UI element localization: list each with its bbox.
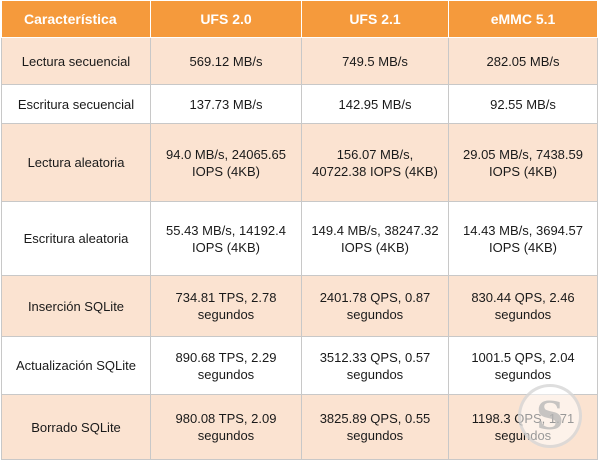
table-row: Actualización SQLite 890.68 TPS, 2.29 se… [1, 336, 598, 395]
table-row: Escritura secuencial 137.73 MB/s 142.95 … [1, 84, 598, 124]
header-ufs-2-0: UFS 2.0 [150, 0, 302, 38]
cell-ufs21: 2401.78 QPS, 0.87 segundos [301, 275, 449, 337]
row-label: Inserción SQLite [1, 275, 151, 337]
cell-ufs21: 3825.89 QPS, 0.55 segundos [301, 394, 449, 460]
row-label: Actualización SQLite [1, 336, 151, 395]
row-label: Escritura secuencial [1, 84, 151, 124]
cell-emmc51: 92.55 MB/s [448, 84, 598, 124]
header-ufs-2-1: UFS 2.1 [301, 0, 449, 38]
cell-ufs21: 156.07 MB/s, 40722.38 IOPS (4KB) [301, 123, 449, 202]
cell-emmc51: 830.44 QPS, 2.46 segundos [448, 275, 598, 337]
row-label: Lectura aleatoria [1, 123, 151, 202]
cell-ufs21: 749.5 MB/s [301, 37, 449, 85]
table-row: Lectura secuencial 569.12 MB/s 749.5 MB/… [1, 37, 598, 85]
cell-ufs20: 55.43 MB/s, 14192.4 IOPS (4KB) [150, 201, 302, 276]
cell-emmc51: 14.43 MB/s, 3694.57 IOPS (4KB) [448, 201, 598, 276]
table-row: Borrado SQLite 980.08 TPS, 2.09 segundos… [1, 394, 598, 460]
cell-ufs20: 734.81 TPS, 2.78 segundos [150, 275, 302, 337]
cell-ufs20: 94.0 MB/s, 24065.65 IOPS (4KB) [150, 123, 302, 202]
cell-ufs21: 149.4 MB/s, 38247.32 IOPS (4KB) [301, 201, 449, 276]
row-label: Escritura aleatoria [1, 201, 151, 276]
cell-ufs21: 142.95 MB/s [301, 84, 449, 124]
cell-ufs21: 3512.33 QPS, 0.57 segundos [301, 336, 449, 395]
cell-ufs20: 890.68 TPS, 2.29 segundos [150, 336, 302, 395]
row-label: Borrado SQLite [1, 394, 151, 460]
cell-emmc51: 1001.5 QPS, 2.04 segundos [448, 336, 598, 395]
cell-ufs20: 980.08 TPS, 2.09 segundos [150, 394, 302, 460]
header-caracteristica: Característica [1, 0, 151, 38]
cell-emmc51: 282.05 MB/s [448, 37, 598, 85]
cell-ufs20: 569.12 MB/s [150, 37, 302, 85]
row-label: Lectura secuencial [1, 37, 151, 85]
table-header-row: Característica UFS 2.0 UFS 2.1 eMMC 5.1 [1, 0, 598, 38]
table-row: Escritura aleatoria 55.43 MB/s, 14192.4 … [1, 201, 598, 276]
table-row: Inserción SQLite 734.81 TPS, 2.78 segund… [1, 275, 598, 337]
cell-emmc51: 29.05 MB/s, 7438.59 IOPS (4KB) [448, 123, 598, 202]
watermark-logo-icon [518, 384, 582, 448]
header-emmc-5-1: eMMC 5.1 [448, 0, 598, 38]
table-row: Lectura aleatoria 94.0 MB/s, 24065.65 IO… [1, 123, 598, 202]
cell-ufs20: 137.73 MB/s [150, 84, 302, 124]
